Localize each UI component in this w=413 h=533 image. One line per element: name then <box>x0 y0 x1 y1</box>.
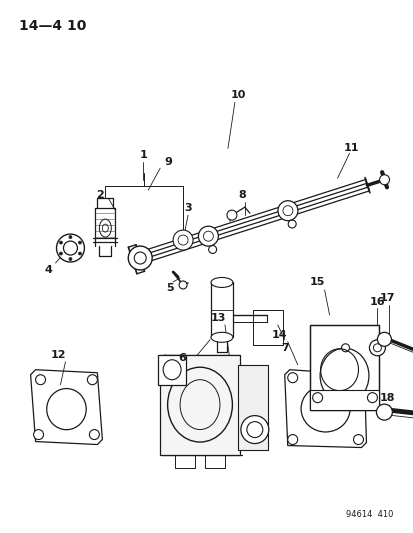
Circle shape <box>375 404 392 420</box>
Text: 13: 13 <box>210 313 225 323</box>
Bar <box>309 325 378 410</box>
Text: 9: 9 <box>164 157 172 167</box>
Text: 7: 7 <box>280 343 288 353</box>
Circle shape <box>89 430 99 440</box>
Circle shape <box>277 201 297 221</box>
Ellipse shape <box>211 278 233 287</box>
Circle shape <box>59 252 62 255</box>
Circle shape <box>341 344 349 352</box>
Text: 4: 4 <box>45 265 52 275</box>
Text: 17: 17 <box>379 293 394 303</box>
Text: 15: 15 <box>309 277 325 287</box>
Circle shape <box>69 236 72 239</box>
Bar <box>175 455 195 469</box>
Circle shape <box>377 333 390 346</box>
Circle shape <box>36 375 45 385</box>
Ellipse shape <box>211 333 233 342</box>
Text: 8: 8 <box>237 190 245 200</box>
Circle shape <box>56 234 84 262</box>
Circle shape <box>87 375 97 385</box>
Text: 6: 6 <box>178 353 185 363</box>
Bar <box>237 365 267 449</box>
Circle shape <box>368 340 385 356</box>
Polygon shape <box>284 370 366 448</box>
Text: 14—4 10: 14—4 10 <box>19 19 86 33</box>
Text: 16: 16 <box>369 297 385 307</box>
Text: 14: 14 <box>271 330 287 340</box>
Text: 3: 3 <box>184 203 191 213</box>
Text: 11: 11 <box>343 143 358 154</box>
Bar <box>158 355 185 385</box>
Circle shape <box>287 373 297 383</box>
Ellipse shape <box>47 389 86 430</box>
Circle shape <box>179 281 187 289</box>
Circle shape <box>353 375 363 385</box>
Text: 94614  410: 94614 410 <box>345 510 392 519</box>
Circle shape <box>353 434 363 445</box>
Circle shape <box>226 210 236 220</box>
Text: 10: 10 <box>230 91 245 100</box>
Text: 1: 1 <box>139 150 147 160</box>
Bar <box>204 455 224 469</box>
Text: 18: 18 <box>379 393 394 402</box>
Circle shape <box>128 246 152 270</box>
Circle shape <box>198 226 218 246</box>
Bar <box>309 390 378 410</box>
Circle shape <box>69 257 72 261</box>
Circle shape <box>33 430 43 440</box>
Bar <box>309 325 378 410</box>
Polygon shape <box>31 370 102 445</box>
Circle shape <box>379 175 389 185</box>
Text: 5: 5 <box>166 283 173 293</box>
Text: 12: 12 <box>51 350 66 360</box>
Circle shape <box>59 241 62 244</box>
Circle shape <box>367 393 377 402</box>
Circle shape <box>312 393 322 402</box>
Circle shape <box>78 252 81 255</box>
Ellipse shape <box>319 348 368 403</box>
Bar <box>160 355 239 455</box>
Ellipse shape <box>240 416 268 443</box>
Circle shape <box>78 241 81 244</box>
Circle shape <box>173 230 192 250</box>
Text: 2: 2 <box>96 190 104 200</box>
Circle shape <box>287 434 297 445</box>
